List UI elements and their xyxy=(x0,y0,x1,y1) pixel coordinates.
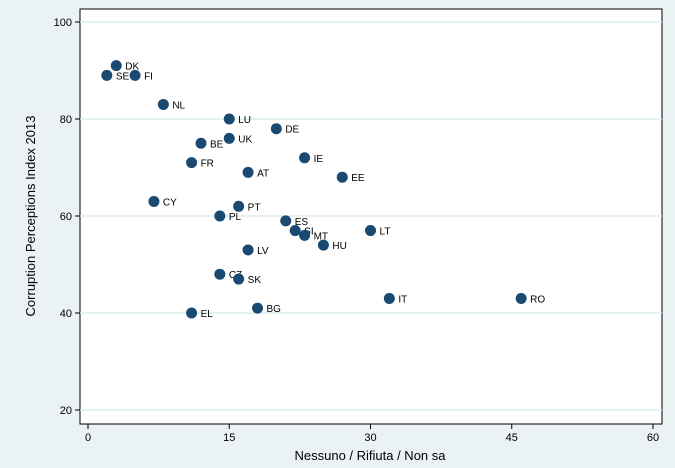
point-label-cy: CY xyxy=(163,197,177,208)
point-es xyxy=(280,215,292,227)
point-uk xyxy=(223,132,235,144)
point-label-es: ES xyxy=(295,217,309,228)
data-points: DKSEFINLLUDEUKBEIEFRATEECYPTPLESSIMTLTHU… xyxy=(101,60,545,320)
point-label-it: IT xyxy=(398,294,407,305)
point-label-ie: IE xyxy=(314,154,324,165)
grid-lines xyxy=(80,21,662,411)
point-label-lv: LV xyxy=(257,246,269,257)
point-fi xyxy=(129,69,141,81)
point-label-be: BE xyxy=(210,139,224,150)
point-mt xyxy=(299,229,311,241)
x-tick-label: 60 xyxy=(647,432,659,444)
point-label-el: EL xyxy=(201,309,214,320)
point-label-mt: MT xyxy=(314,231,328,242)
point-label-fr: FR xyxy=(201,159,214,170)
point-nl xyxy=(157,98,169,110)
point-label-de: DE xyxy=(285,125,299,136)
point-si xyxy=(289,225,301,237)
point-label-fi: FI xyxy=(144,71,153,82)
point-label-pl: PL xyxy=(229,212,242,223)
point-se xyxy=(101,69,113,81)
point-el xyxy=(186,307,198,319)
axes: 20 40 60 80 100 0 15 30 45 60 xyxy=(54,17,659,444)
point-bg xyxy=(252,302,263,314)
y-tick-label: 80 xyxy=(60,114,72,126)
point-dk xyxy=(110,60,122,72)
point-at xyxy=(242,166,254,178)
point-cz xyxy=(214,268,226,280)
point-pl xyxy=(214,210,226,222)
y-tick-label: 40 xyxy=(60,308,72,320)
y-axis-title: Corruption Perceptions Index 2013 xyxy=(23,116,38,317)
point-cy xyxy=(148,195,160,207)
point-fr xyxy=(186,157,198,169)
x-tick-label: 15 xyxy=(223,432,235,444)
point-label-sk: SK xyxy=(248,275,262,286)
point-label-uk: UK xyxy=(238,134,252,145)
point-label-lt: LT xyxy=(380,227,391,238)
point-sk xyxy=(233,273,245,285)
point-label-hu: HU xyxy=(332,241,346,252)
x-tick-label: 0 xyxy=(85,432,91,444)
point-ro xyxy=(515,292,527,304)
point-be xyxy=(195,137,207,149)
y-tick-label: 20 xyxy=(60,405,72,417)
point-label-dk: DK xyxy=(125,62,139,73)
point-pt xyxy=(233,200,245,212)
x-axis-title: Nessuno / Rifiuta / Non sa xyxy=(294,448,446,463)
x-tick-label: 45 xyxy=(506,432,518,444)
point-hu xyxy=(317,239,329,251)
y-tick-label: 60 xyxy=(60,211,72,223)
point-label-se: SE xyxy=(116,71,130,82)
point-label-at: AT xyxy=(257,168,269,179)
point-ie xyxy=(299,152,311,164)
y-tick-label: 100 xyxy=(54,17,72,29)
point-label-bg: BG xyxy=(267,304,282,315)
point-label-ro: RO xyxy=(530,294,545,305)
point-it xyxy=(383,292,395,304)
point-label-ee: EE xyxy=(351,173,365,184)
point-label-lu: LU xyxy=(238,115,251,126)
point-label-pt: PT xyxy=(248,202,261,213)
point-ee xyxy=(336,171,348,183)
point-label-nl: NL xyxy=(172,100,185,111)
x-tick-label: 30 xyxy=(364,432,376,444)
point-lt xyxy=(365,225,376,237)
point-lu xyxy=(223,113,235,125)
point-de xyxy=(270,123,282,135)
point-lv xyxy=(242,244,254,256)
